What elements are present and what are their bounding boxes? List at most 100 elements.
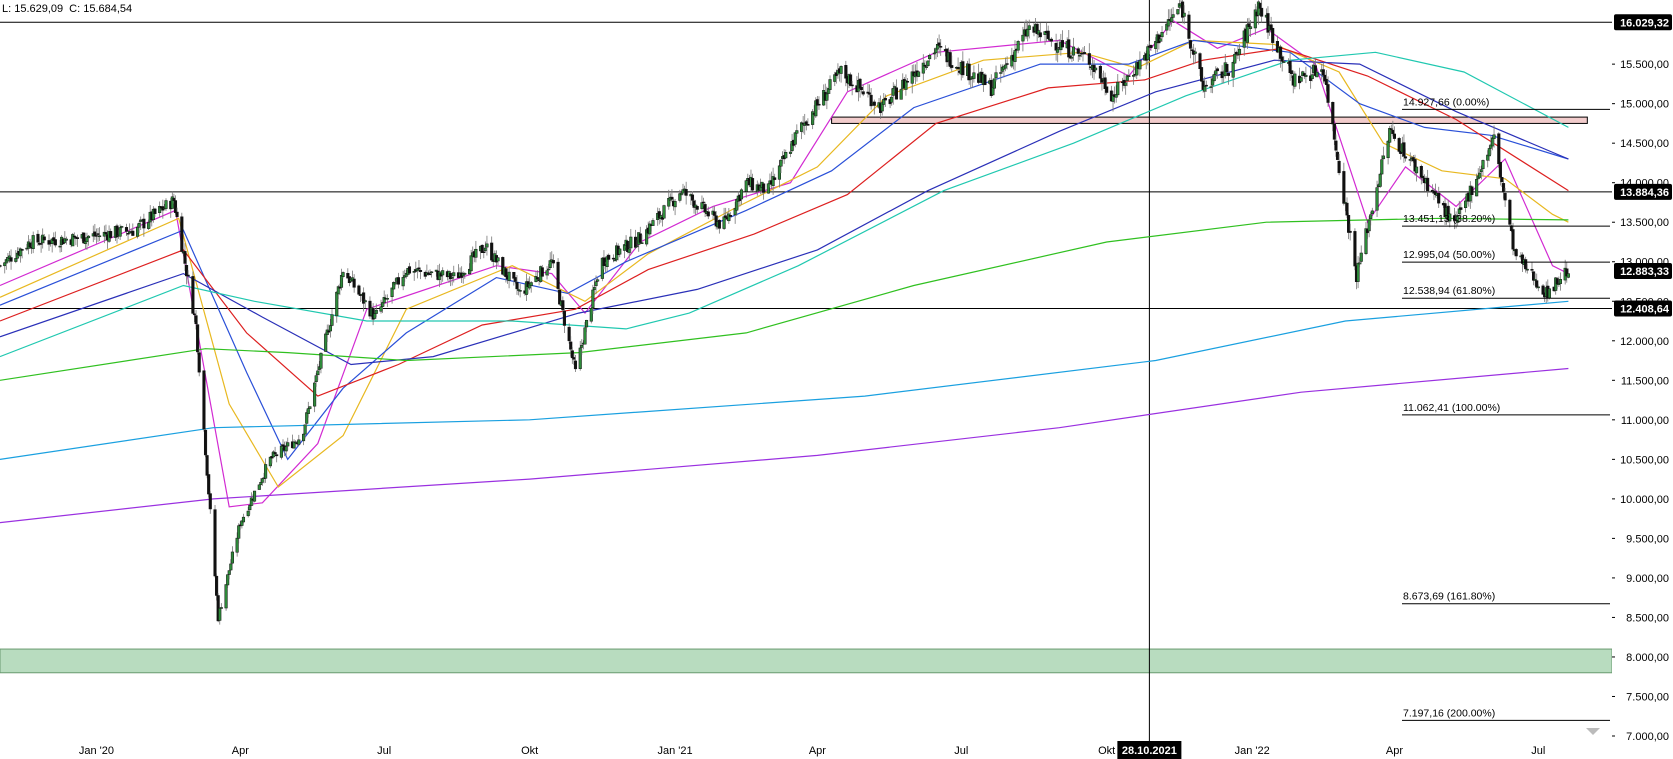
candle-body (215, 575, 219, 596)
candle-body (1234, 51, 1238, 55)
candle-body (284, 446, 288, 452)
candle-body (1478, 172, 1482, 178)
candle-body (784, 152, 788, 159)
candle-body (441, 270, 445, 276)
candle-body (994, 72, 998, 79)
candle-body (607, 254, 611, 260)
candle-body (961, 61, 965, 76)
candle-body (1094, 67, 1098, 71)
y-axis-tick-label: 7.500,00 (1626, 691, 1669, 703)
candle-body (1158, 38, 1163, 42)
candle-body (1149, 44, 1153, 48)
candle-body (1188, 40, 1193, 49)
candle-body (1005, 63, 1009, 65)
candle-body (1497, 133, 1501, 165)
candle-body (313, 382, 317, 407)
candle-body (1125, 75, 1129, 81)
candle-body (932, 52, 936, 55)
candle-body (1500, 177, 1504, 183)
candle-body (109, 231, 113, 238)
candle-body (1049, 38, 1053, 42)
candle-body (1016, 41, 1020, 51)
fibonacci-level-label: 13.451,13 (38.20%) (1403, 213, 1495, 225)
candle-body (490, 242, 494, 261)
candle-body (308, 406, 312, 409)
candle-body (937, 42, 941, 46)
candle-body (589, 308, 593, 322)
collapse-arrow-icon[interactable] (1586, 728, 1600, 735)
candle-body (1353, 231, 1357, 267)
candle-body (39, 243, 43, 245)
candle-body (713, 211, 717, 216)
candle-body (1380, 159, 1384, 175)
candle-body (1026, 28, 1030, 37)
candle-body (104, 232, 108, 235)
candle-body (306, 408, 310, 414)
candle-body (319, 352, 323, 369)
candle-body (1536, 286, 1540, 289)
candle-body (518, 290, 522, 292)
candle-body (905, 81, 910, 83)
candle-body (773, 177, 777, 180)
candle-body (452, 272, 456, 277)
candle-body (1212, 74, 1216, 82)
candle-body (673, 201, 677, 208)
candle-body (1237, 48, 1242, 55)
candle-body (227, 570, 231, 575)
candle-body (1364, 228, 1368, 254)
candle-body (1369, 214, 1373, 220)
candle-body (1508, 199, 1512, 225)
candle-body (58, 245, 62, 248)
price-badge (1614, 183, 1672, 200)
candle-body (1524, 259, 1528, 270)
candle-body (230, 551, 234, 564)
candle-body (967, 63, 971, 81)
moving-average-line (0, 39, 1569, 461)
candle-body (1067, 39, 1071, 58)
candle-body (1204, 84, 1208, 87)
candle-body (883, 97, 887, 101)
y-axis-tick-label: 11.000,00 (1621, 415, 1669, 427)
candle-body (374, 309, 378, 314)
price-zone (0, 648, 1613, 674)
candle-body (292, 441, 296, 449)
candle-body (1490, 137, 1495, 147)
candle-body (142, 218, 146, 229)
candle-body (1046, 30, 1050, 39)
candle-body (28, 242, 32, 248)
candle-body (1038, 32, 1042, 38)
candle-body (1214, 70, 1218, 75)
candle-body (82, 232, 86, 244)
candle-body (917, 71, 921, 77)
y-axis-tick-label: 13.500,00 (1620, 217, 1669, 229)
candle-body (428, 273, 432, 276)
candle-body (303, 424, 307, 435)
candle-body (924, 66, 929, 68)
candle-body (208, 493, 212, 510)
moving-average-line (0, 300, 1569, 460)
candle-body (286, 442, 290, 447)
candle-body (341, 272, 345, 277)
candle-body (1245, 24, 1249, 43)
candle-body (1388, 128, 1392, 143)
candle-body (1370, 210, 1374, 215)
candle-body (1475, 179, 1479, 197)
candle-body (197, 352, 201, 373)
x-axis-tick-label: Jan '20 (79, 745, 114, 757)
x-axis-tick-label: Okt (1098, 745, 1115, 757)
price-badge-label: 13.884,36 (1620, 187, 1669, 199)
candle-body (20, 249, 24, 251)
candle-body (999, 72, 1003, 74)
candle-body (825, 93, 829, 101)
candle-body (1464, 200, 1468, 208)
candle-body (570, 350, 574, 359)
candle-body (890, 96, 894, 103)
candle-body (926, 60, 930, 66)
candle-body (744, 180, 748, 192)
ohlc-close: C: 15.684,54 (69, 3, 133, 15)
y-axis-tick-label: 8.500,00 (1626, 612, 1669, 624)
candle-body (972, 72, 976, 79)
candle-body (591, 289, 595, 308)
candle-body (717, 219, 721, 229)
